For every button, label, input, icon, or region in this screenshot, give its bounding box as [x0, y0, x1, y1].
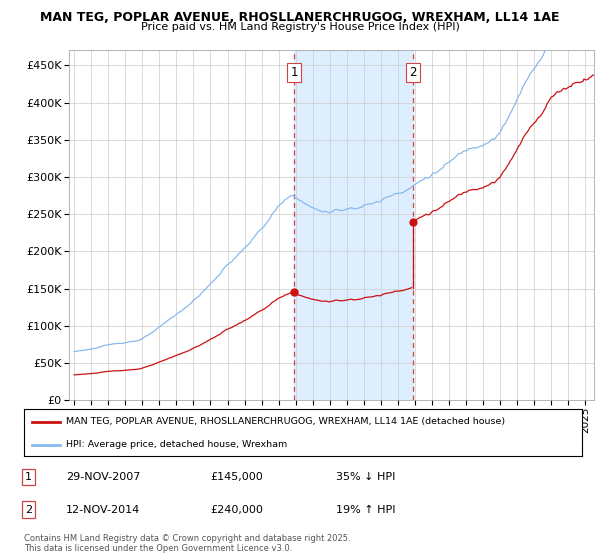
Text: £145,000: £145,000	[210, 472, 263, 482]
Text: Price paid vs. HM Land Registry's House Price Index (HPI): Price paid vs. HM Land Registry's House …	[140, 22, 460, 32]
Text: MAN TEG, POPLAR AVENUE, RHOSLLANERCHRUGOG, WREXHAM, LL14 1AE: MAN TEG, POPLAR AVENUE, RHOSLLANERCHRUGO…	[40, 11, 560, 24]
Text: HPI: Average price, detached house, Wrexham: HPI: Average price, detached house, Wrex…	[66, 440, 287, 449]
Text: 29-NOV-2007: 29-NOV-2007	[66, 472, 140, 482]
Text: 12-NOV-2014: 12-NOV-2014	[66, 505, 140, 515]
Text: 1: 1	[25, 472, 32, 482]
Text: 1: 1	[290, 66, 298, 79]
Bar	[294, 50, 413, 400]
Text: 19% ↑ HPI: 19% ↑ HPI	[336, 505, 395, 515]
Text: MAN TEG, POPLAR AVENUE, RHOSLLANERCHRUGOG, WREXHAM, LL14 1AE (detached house): MAN TEG, POPLAR AVENUE, RHOSLLANERCHRUGO…	[66, 417, 505, 426]
Text: 35% ↓ HPI: 35% ↓ HPI	[336, 472, 395, 482]
Text: 2: 2	[25, 505, 32, 515]
Text: 2: 2	[409, 66, 416, 79]
Text: £240,000: £240,000	[210, 505, 263, 515]
Text: Contains HM Land Registry data © Crown copyright and database right 2025.
This d: Contains HM Land Registry data © Crown c…	[24, 534, 350, 553]
